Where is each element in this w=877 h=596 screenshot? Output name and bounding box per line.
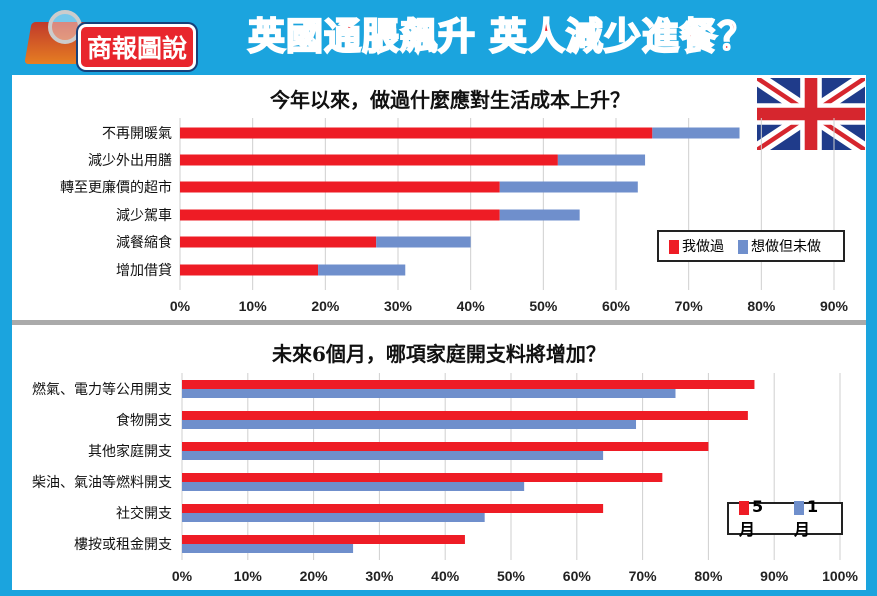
x-tick-label: 20% (311, 298, 340, 314)
bar-done (180, 209, 500, 221)
category-label: 轉至更廉價的超市 (60, 179, 172, 196)
x-tick-label: 80% (694, 568, 723, 584)
bar-may (182, 473, 663, 482)
magnifier-icon (48, 10, 82, 44)
bar-done (180, 236, 377, 248)
bar-want-to (652, 127, 740, 139)
chart1-legend: 我做過 想做但未做 (657, 230, 845, 262)
category-label: 減少駕車 (116, 207, 172, 224)
bar-january (182, 389, 676, 398)
legend-item: 我做過 (669, 236, 724, 256)
x-tick-label: 10% (239, 298, 268, 314)
chart2-title: 未來6個月，哪項家庭開支料將增加？ (272, 342, 606, 366)
bar-done (180, 264, 319, 276)
category-label: 樓按或租金開支 (74, 537, 172, 553)
category-label: 燃氣、電力等公用開支 (32, 381, 172, 398)
x-tick-label: 40% (431, 568, 460, 584)
bar-want-to (499, 181, 638, 193)
headline: 英國通脹飆升 英人減少進餐？ (247, 14, 756, 59)
category-label: 減餐縮食 (116, 234, 172, 251)
chart2-legend: 5月 1月 (727, 497, 843, 539)
bar-january (182, 513, 485, 522)
category-label: 柴油、氣油等燃料開支 (32, 474, 172, 491)
bar-january (182, 420, 637, 429)
legend-item: 5月 (739, 497, 764, 539)
category-label: 增加借貸 (116, 263, 172, 279)
chart1-title: 今年以來，做過什麼應對生活成本上升？ (270, 88, 630, 112)
x-tick-label: 60% (563, 568, 592, 584)
x-tick-label: 100% (822, 568, 858, 584)
divider (12, 320, 866, 325)
category-label: 減少外出用膳 (88, 152, 172, 169)
x-tick-label: 10% (234, 568, 263, 584)
category-label: 不再開暖氣 (102, 126, 172, 142)
bar-want-to (557, 154, 646, 166)
x-tick-label: 60% (602, 298, 631, 314)
x-tick-label: 30% (384, 298, 413, 314)
x-tick-label: 50% (497, 568, 526, 584)
bar-may (182, 504, 604, 513)
legend-item: 1月 (794, 497, 819, 539)
bar-want-to (318, 264, 406, 276)
x-tick-label: 90% (820, 298, 849, 314)
category-label: 社交開支 (116, 505, 172, 522)
x-tick-label: 0% (170, 298, 191, 314)
bar-may (182, 380, 755, 389)
bar-may (182, 535, 465, 544)
x-tick-label: 70% (629, 568, 658, 584)
x-tick-label: 70% (675, 298, 704, 314)
x-tick-label: 40% (457, 298, 486, 314)
category-label: 食物開支 (116, 412, 172, 429)
x-tick-label: 0% (172, 568, 193, 584)
bar-want-to (499, 209, 580, 221)
bar-january (182, 544, 354, 553)
union-jack-flag-icon (757, 78, 865, 150)
x-tick-label: 90% (760, 568, 789, 584)
x-tick-label: 30% (365, 568, 394, 584)
logo: 商報圖說 (24, 8, 218, 70)
bar-january (182, 482, 525, 491)
bar-may (182, 411, 748, 420)
x-tick-label: 50% (529, 298, 558, 314)
bar-done (180, 127, 653, 139)
legend-item: 想做但未做 (738, 236, 821, 256)
bar-done (180, 154, 558, 166)
x-tick-label: 20% (300, 568, 329, 584)
category-label: 其他家庭開支 (88, 443, 172, 460)
bar-january (182, 451, 604, 460)
bar-may (182, 442, 709, 451)
bar-want-to (376, 236, 471, 248)
logo-text: 商報圖說 (78, 24, 197, 70)
x-tick-label: 80% (747, 298, 776, 314)
bar-done (180, 181, 500, 193)
